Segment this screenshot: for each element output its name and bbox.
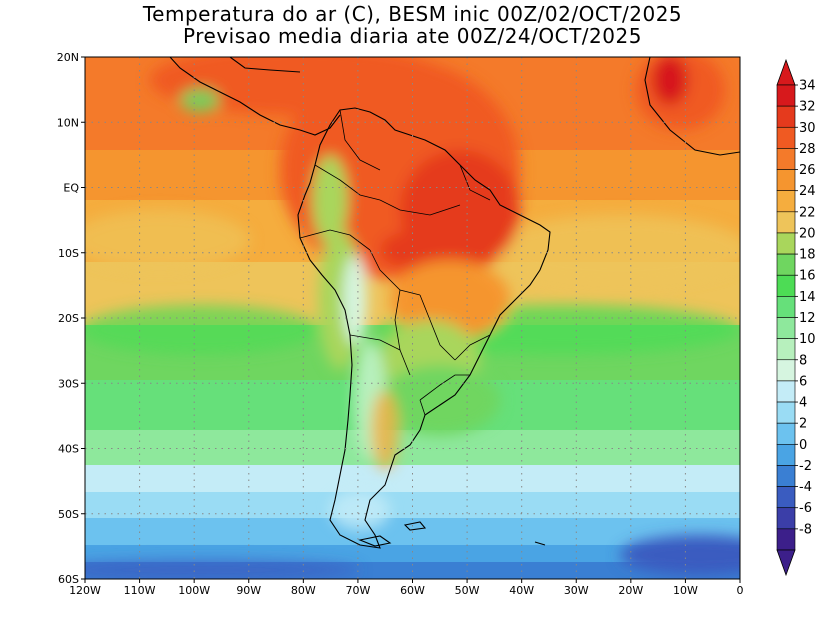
lat-tick-label: EQ: [63, 182, 79, 195]
colorbar-swatch: [776, 444, 796, 466]
map-gridlines: [85, 57, 740, 579]
temperature-field: [85, 57, 740, 579]
colorbar-swatch: [776, 232, 796, 255]
colorbar-swatch: [776, 359, 796, 382]
colorbar-swatch: [776, 148, 796, 170]
lon-tick-label: 40W: [509, 584, 534, 597]
lon-tick-label: 10W: [673, 584, 698, 597]
colorbar-label: 18: [799, 248, 816, 263]
lat-tick-label: 30S: [58, 377, 79, 390]
colorbar-label: 26: [799, 163, 816, 178]
colorbar-swatch: [776, 507, 796, 530]
colorbar-swatch: [776, 380, 796, 403]
colorbar-swatch: [776, 422, 796, 445]
lon-tick-label: 100W: [178, 584, 210, 597]
colorbar-label: 4: [799, 396, 807, 411]
colorbar-label: 0: [799, 438, 807, 453]
colorbar-label: 2: [799, 417, 807, 432]
colorbar-label: -8: [799, 522, 812, 537]
lat-tick-label: 20N: [57, 51, 79, 64]
colorbar-swatch: [776, 211, 796, 234]
colorbar-label: -6: [799, 501, 812, 516]
lon-tick-label: 90W: [236, 584, 261, 597]
colorbar-label: 14: [799, 290, 816, 305]
colorbar-top-arrow: [776, 58, 796, 86]
colorbar-swatch: [776, 296, 796, 318]
colorbar-swatch: [776, 274, 796, 297]
lon-tick-label: 80W: [291, 584, 316, 597]
colorbar-swatch: [776, 401, 796, 424]
colorbar-swatch: [776, 465, 796, 487]
colorbar-label: 30: [799, 121, 816, 136]
lat-tick-label: 40S: [58, 443, 79, 456]
colorbar-swatch: [776, 169, 796, 191]
lon-tick-label: 0: [737, 584, 744, 597]
colorbar-swatch: [776, 486, 796, 509]
lon-tick-label: 30W: [564, 584, 589, 597]
latitude-axis: 20N 10N EQ 10S 20S 30S 40S 50S 60S: [57, 51, 85, 586]
lon-tick-label: 120W: [69, 584, 101, 597]
south-america-coastline: [297, 107, 551, 549]
colorbar-label: -2: [799, 459, 812, 474]
lat-tick-label: 20S: [58, 312, 79, 325]
map-title-line2: Previsao media diaria ate 00Z/24/OCT/202…: [183, 24, 642, 48]
colorbar-label: 34: [799, 79, 816, 94]
colorbar-label: 32: [799, 100, 816, 115]
longitude-axis: 120W 110W 100W 90W 80W 70W 60W 50W 40W 30W 20W 10W 0: [69, 579, 744, 597]
colorbar-label: 16: [799, 269, 816, 284]
lon-tick-label: 110W: [124, 584, 156, 597]
caribbean-coast: [229, 57, 301, 73]
coastlines: [169, 57, 740, 549]
colorbar-label: 12: [799, 311, 816, 326]
lat-tick-label: 60S: [58, 573, 79, 586]
colorbar-label: 20: [799, 226, 816, 241]
lat-tick-label: 50S: [58, 508, 79, 521]
colorbar-swatch: [776, 190, 796, 213]
colorbar-label: 24: [799, 184, 816, 199]
lon-tick-label: 60W: [400, 584, 425, 597]
colorbar-label: 22: [799, 205, 816, 220]
central-america-coastline: [169, 57, 341, 136]
lat-tick-label: 10N: [57, 116, 79, 129]
colorbar-swatch: [776, 528, 796, 551]
colorbar-label: 10: [799, 332, 816, 347]
africa-coastline: [644, 57, 740, 156]
tierra-del-fuego: [358, 535, 392, 547]
colorbar-swatch: [776, 317, 796, 339]
south-georgia: [534, 541, 546, 546]
colorbar-swatch: [776, 338, 796, 361]
colorbar-swatch: [776, 84, 796, 107]
country-borders: [299, 109, 491, 416]
falklands: [403, 521, 427, 531]
lon-tick-label: 70W: [345, 584, 370, 597]
map-title-line1: Temperatura do ar (C), BESM inic 00Z/02/…: [142, 2, 683, 26]
lat-tick-label: 10S: [58, 247, 79, 260]
lon-tick-label: 50W: [455, 584, 480, 597]
colorbar-swatch: [776, 105, 796, 128]
colorbar-swatch: [776, 126, 796, 149]
colorbar-label: 8: [799, 353, 807, 368]
colorbar-swatch: [776, 253, 796, 276]
colorbar-label: 28: [799, 142, 816, 157]
lon-tick-label: 20W: [618, 584, 643, 597]
colorbar-label: 6: [799, 374, 807, 389]
colorbar-bottom-arrow: [776, 549, 796, 577]
colorbar-label: -4: [799, 480, 812, 495]
